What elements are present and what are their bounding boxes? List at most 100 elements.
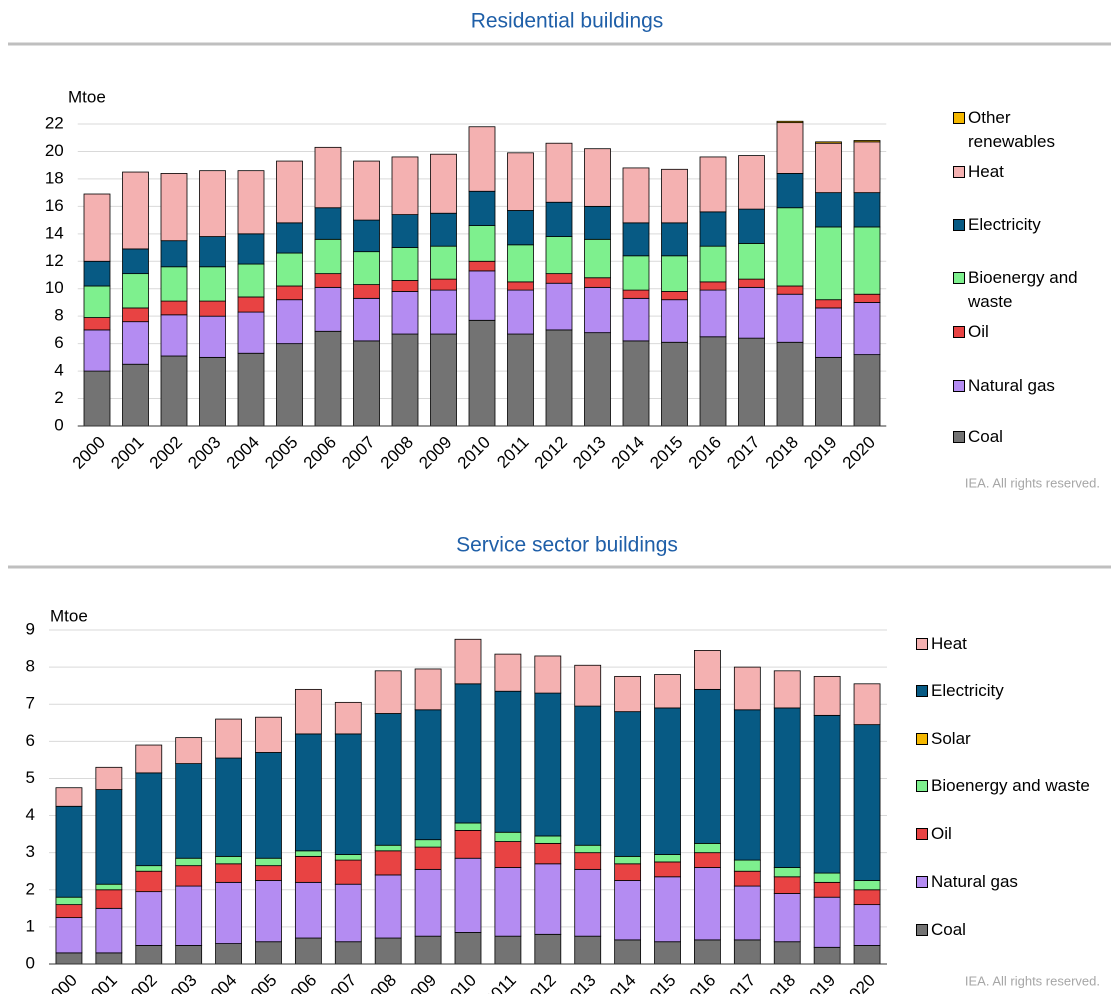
legend-label: Electricity xyxy=(968,215,1041,234)
y-tick-label: 0 xyxy=(26,953,35,972)
bar-segment xyxy=(468,126,496,192)
bar-segment xyxy=(294,688,322,735)
bar-segment xyxy=(314,146,342,209)
x-tick-label: 2019 xyxy=(799,971,839,994)
bar-segment xyxy=(584,286,611,334)
x-tick-label: 2010 xyxy=(440,971,480,994)
y-tick-label: 22 xyxy=(45,113,64,132)
bar-segment xyxy=(237,170,265,235)
bar-segment xyxy=(507,152,534,211)
bar-segment xyxy=(574,868,602,937)
bar-segment xyxy=(314,286,342,332)
bar-segment xyxy=(614,711,642,857)
bar-segment xyxy=(773,876,801,894)
bar-segment xyxy=(454,932,482,965)
x-tick-label: 2013 xyxy=(569,433,609,473)
bar-segment xyxy=(574,852,602,870)
bar-segment xyxy=(215,863,242,883)
legend-swatch xyxy=(953,326,965,338)
bar-segment xyxy=(430,333,457,427)
legend-item: Electricity xyxy=(916,679,1111,703)
bar-segment xyxy=(334,883,362,943)
bar-segment xyxy=(353,219,380,253)
bar-segment xyxy=(738,155,765,210)
bar-segment xyxy=(414,709,442,841)
legend-swatch xyxy=(916,733,928,745)
x-tick-label: 2018 xyxy=(759,971,799,994)
bar-segment xyxy=(294,855,322,883)
legend-label: Bioenergy and waste xyxy=(931,776,1090,795)
bar-segment xyxy=(276,252,303,287)
x-tick-label: 2020 xyxy=(839,971,879,994)
bar-segment xyxy=(622,255,650,291)
bar-segment xyxy=(773,893,801,943)
legend-swatch xyxy=(953,219,965,231)
legend-item: Oil xyxy=(953,320,1081,344)
bar-segment xyxy=(276,160,303,224)
bar-segment xyxy=(534,835,562,844)
bar-segment xyxy=(294,881,322,939)
bar-segment xyxy=(314,273,342,288)
bar-segment xyxy=(815,307,842,358)
legend-swatch xyxy=(916,924,928,936)
bar-segment xyxy=(160,266,188,302)
bar-segment xyxy=(661,299,688,343)
bar-segment xyxy=(574,664,602,707)
bar-segment xyxy=(738,286,765,339)
bar-segment xyxy=(255,716,282,753)
bar-segment xyxy=(468,319,496,427)
y-axis-label: Mtoe xyxy=(68,87,106,106)
bar-segment xyxy=(160,173,188,242)
x-tick-label: 2007 xyxy=(320,971,360,994)
x-tick-label: 2006 xyxy=(280,971,320,994)
bar-segment xyxy=(83,260,111,287)
bar-segment xyxy=(255,857,282,867)
x-tick-label: 2000 xyxy=(69,433,109,473)
legend-item: Natural gas xyxy=(953,374,1081,398)
x-tick-label: 2016 xyxy=(685,433,725,473)
bar-segment xyxy=(654,861,681,878)
bar-segment xyxy=(813,714,841,874)
bar-segment xyxy=(199,300,226,317)
bar-segment xyxy=(853,354,881,427)
bar-segment xyxy=(584,238,611,279)
bar-segment xyxy=(614,863,642,881)
bar-segment xyxy=(199,266,226,302)
legend-swatch xyxy=(953,272,965,284)
bar-segment xyxy=(454,830,482,859)
y-axis-label: Mtoe xyxy=(50,606,88,625)
bar-segment xyxy=(853,904,881,946)
bar-segment xyxy=(733,870,761,887)
y-tick-label: 2 xyxy=(26,879,35,898)
y-tick-label: 8 xyxy=(54,306,63,325)
bar-segment xyxy=(468,190,496,226)
bar-segment xyxy=(853,945,881,965)
bar-segment xyxy=(694,852,721,868)
legend-swatch xyxy=(916,638,928,650)
bar-segment xyxy=(122,171,149,250)
bar-segment xyxy=(853,724,881,881)
bar-segment xyxy=(494,935,522,965)
bar-segment xyxy=(135,865,163,872)
bar-segment xyxy=(614,855,642,865)
bar-segment xyxy=(776,120,804,124)
bar-segment xyxy=(738,243,765,280)
bar-segment xyxy=(391,214,419,248)
bar-segment xyxy=(853,880,881,891)
bar-segment xyxy=(545,236,573,275)
bar-segment xyxy=(430,153,457,214)
bar-segment xyxy=(95,789,123,885)
bar-segment xyxy=(276,285,303,301)
legend-item: Bioenergy and waste xyxy=(916,774,1111,798)
bar-segment xyxy=(237,311,265,354)
x-tick-label: 2001 xyxy=(107,433,147,473)
y-tick-label: 18 xyxy=(45,168,64,187)
bar-segment xyxy=(699,289,727,338)
bar-segment xyxy=(160,314,188,357)
x-tick-label: 2014 xyxy=(599,971,639,994)
bar-segment xyxy=(374,670,402,714)
bar-segment xyxy=(175,945,203,965)
x-tick-label: 2002 xyxy=(121,971,161,994)
